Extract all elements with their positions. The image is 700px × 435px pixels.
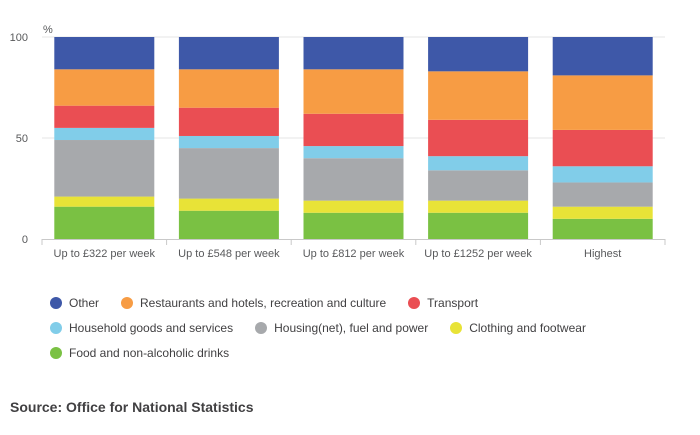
bar-segment [428,200,529,213]
bar-segment [552,218,653,239]
bar-segment [552,206,653,219]
legend-label: Transport [427,295,479,310]
legend-item[interactable]: Other [50,296,99,310]
bar-segment [54,127,155,141]
bar-segment [428,119,529,157]
legend-swatch-icon [408,296,421,309]
y-tick-label: 50 [16,133,28,145]
bar-segment [54,37,155,70]
legend-label: Restaurants and hotels, recreation and c… [140,295,387,310]
x-tick-label: Up to £1252 per week [424,248,532,260]
y-tick-label: 100 [10,32,28,44]
legend-swatch-icon [450,321,463,334]
bar-segment [178,69,279,108]
legend-swatch-icon [121,296,134,309]
bar-segment [552,129,653,167]
bar-segment [54,140,155,197]
bar-segment [552,182,653,207]
bar-segment [428,212,529,239]
bar-segment [178,135,279,149]
bar-segment [552,166,653,183]
bar-segment [178,210,279,239]
bar-segment [178,198,279,211]
bar-segment [54,69,155,106]
x-tick-label: Up to £322 per week [54,248,156,260]
bar-segment [303,37,404,70]
bar-segment [428,156,529,171]
legend-item[interactable]: Housing(net), fuel and power [255,321,428,335]
bar-segment [178,148,279,199]
bar-segment [552,37,653,76]
x-tick-label: Up to £548 per week [178,248,280,260]
legend-label: Clothing and footwear [469,320,586,335]
legend-item[interactable]: Household goods and services [50,321,233,335]
bar-segment [428,71,529,120]
legend-swatch-icon [50,346,62,359]
stacked-bar-chart: 0 50 100% Up to £322 per week Up to £548 per… [10,24,666,260]
legend-row: Other Restaurants and hotels, recreation … [50,290,690,315]
bar-segment [303,146,404,159]
legend-label: Housing(net), fuel and power [274,320,429,335]
y-unit-label: % [43,24,53,36]
legend-label: Food and non-alcoholic drinks [69,345,230,360]
legend-item[interactable]: Clothing and footwear [450,321,586,335]
bar-segment [54,105,155,128]
bar-segment [428,37,529,72]
legend-item[interactable]: Food and non-alcoholic drinks [50,346,229,360]
legend-row: Household goods and services Housing(net)… [50,315,690,340]
bar-segment [428,170,529,201]
bar-segment [552,75,653,130]
legend-item[interactable]: Restaurants and hotels, recreation and c… [121,296,386,310]
legend-swatch-icon [50,296,62,309]
x-tick-label: Up to £812 per week [303,248,405,260]
bar-segment [54,196,155,207]
bar-segment [303,200,404,213]
bar-segment [303,158,404,201]
bar-segment [303,69,404,114]
bar-segment [178,107,279,136]
bar-segment [54,206,155,239]
legend-swatch-icon [50,321,62,334]
chart-legend: Other Restaurants and hotels, recreation … [50,290,690,365]
x-tick-label: Highest [584,248,621,260]
y-tick-label: 0 [22,234,28,246]
legend-item[interactable]: Transport [408,296,478,310]
bar-segment [303,212,404,239]
legend-swatch-icon [255,321,268,334]
legend-row: Food and non-alcoholic drinks [50,340,690,365]
bar-segment [303,113,404,147]
legend-label: Other [69,295,100,310]
source-note: Source: Office for National Statistics [10,399,254,415]
legend-label: Household goods and services [69,320,234,335]
bar-segment [178,37,279,70]
